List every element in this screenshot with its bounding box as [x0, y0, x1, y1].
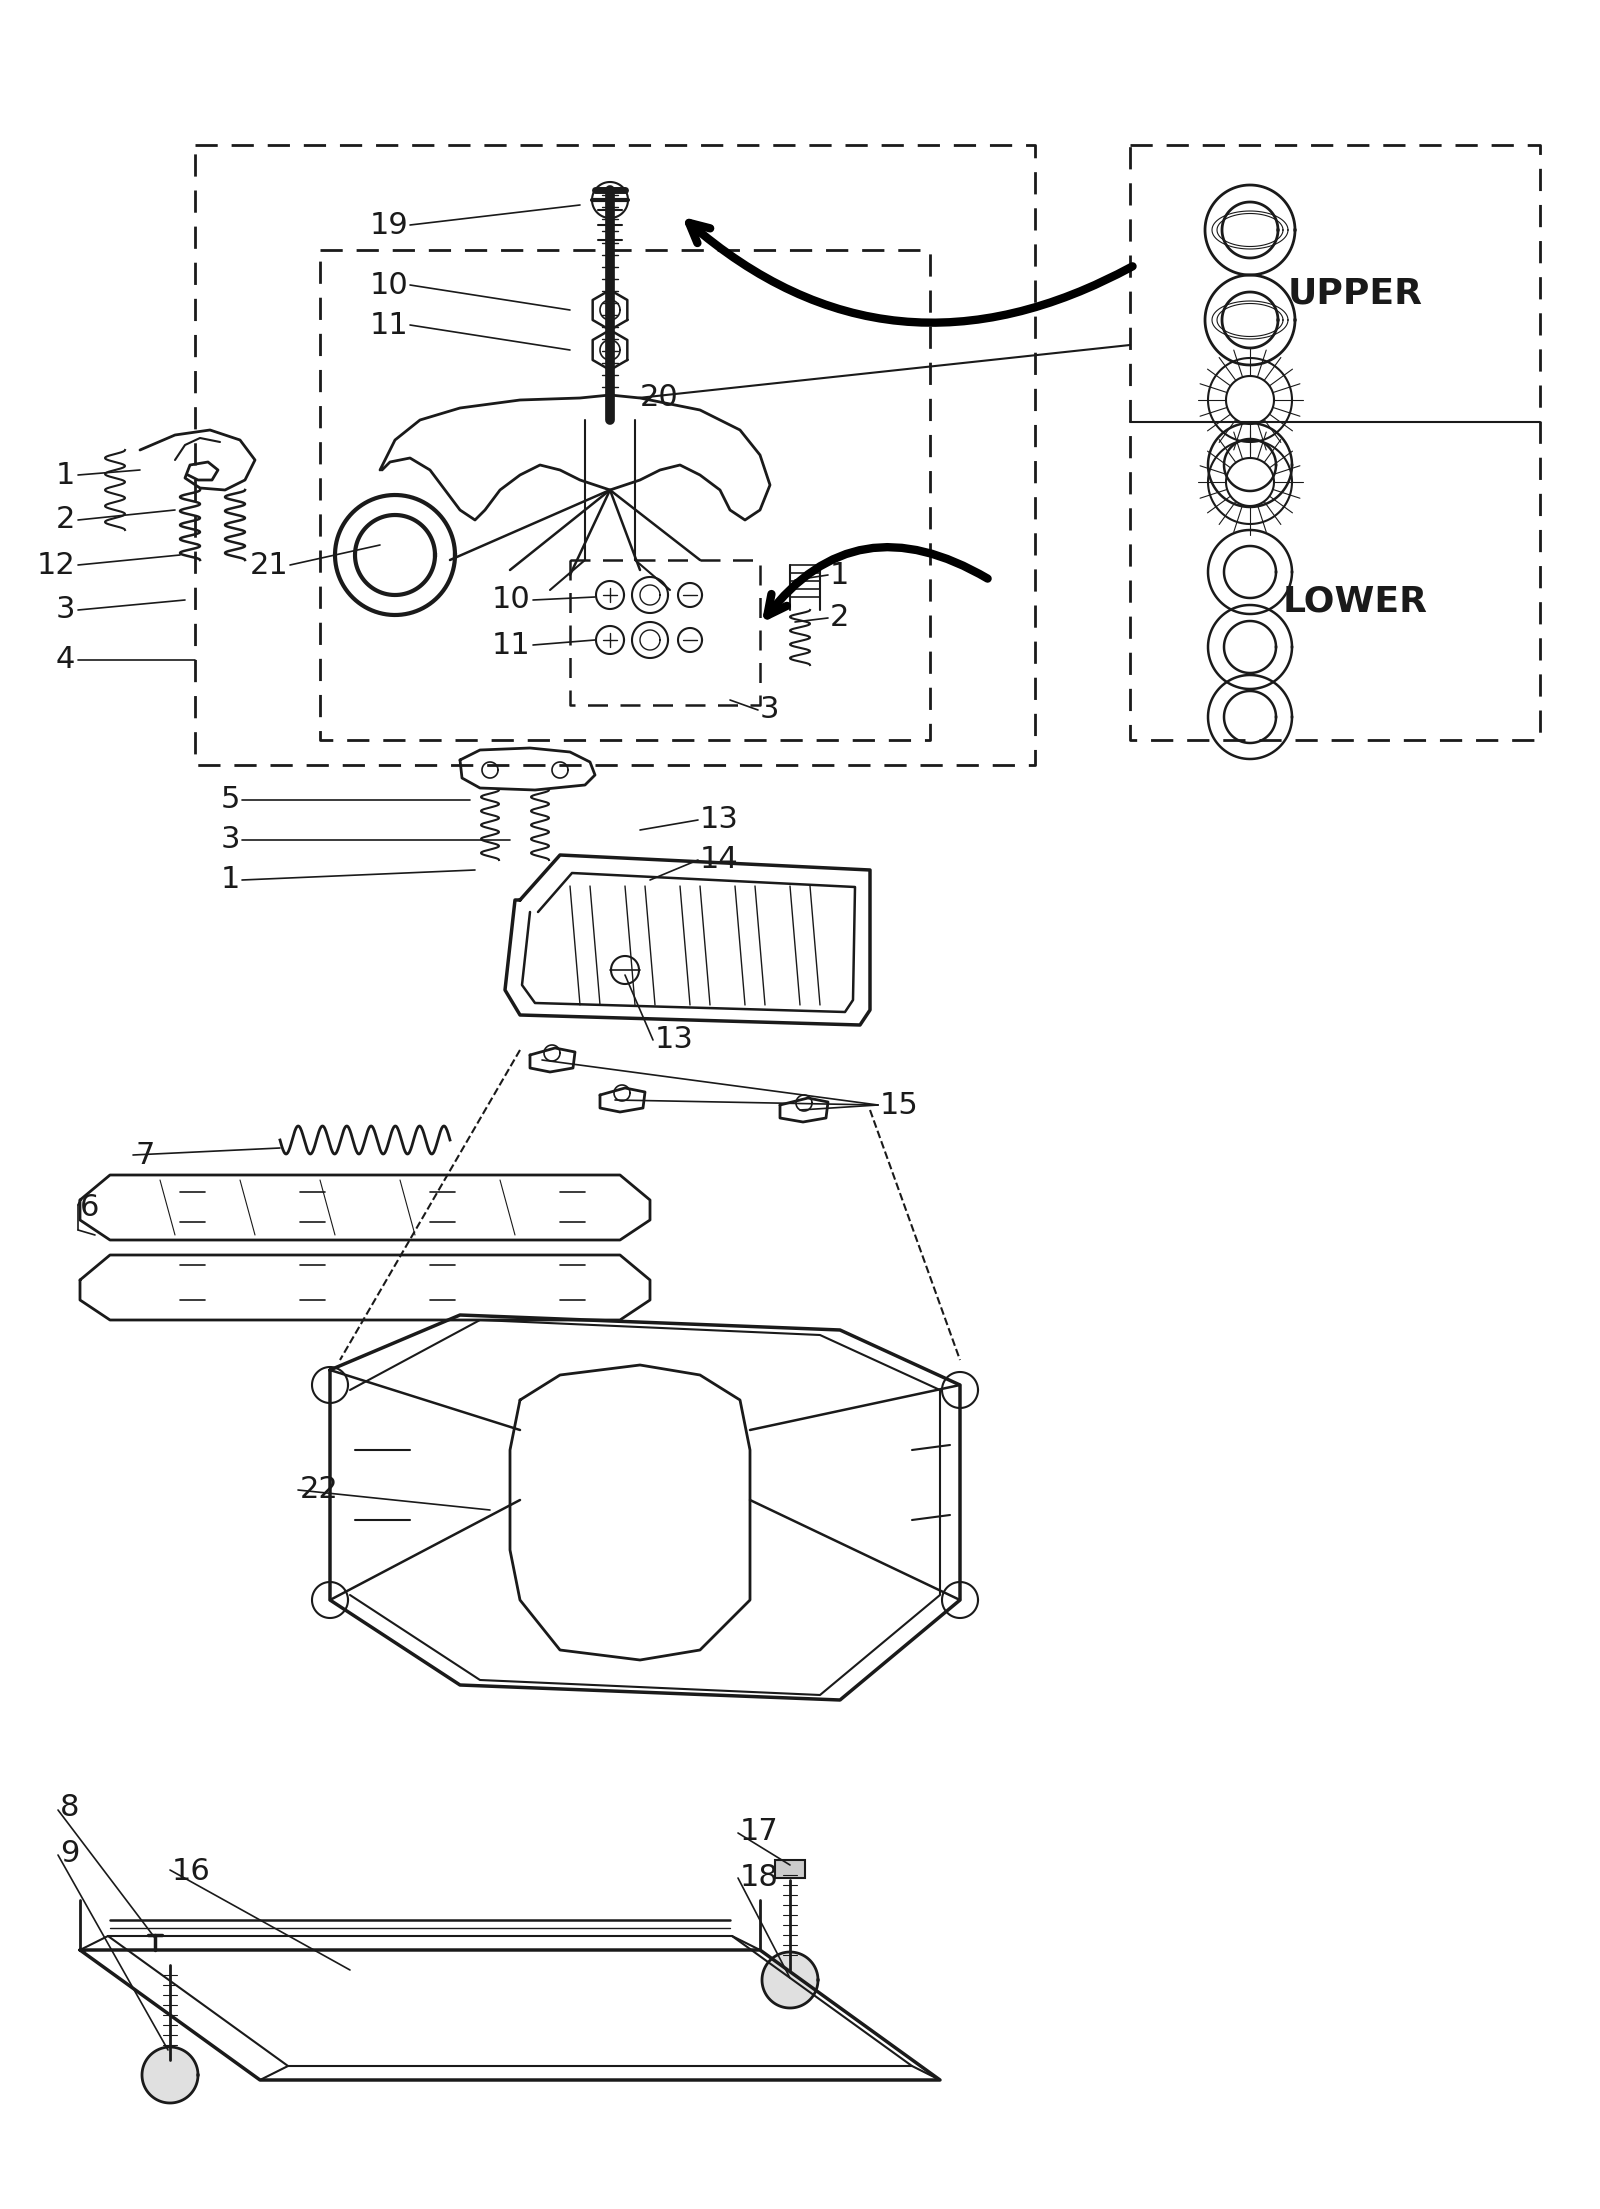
Polygon shape	[762, 1953, 818, 2008]
Text: 14: 14	[701, 846, 739, 875]
Text: 13: 13	[654, 1025, 694, 1054]
Text: 10: 10	[491, 585, 530, 614]
Text: 20: 20	[640, 384, 678, 413]
Text: 13: 13	[701, 806, 739, 835]
Text: 18: 18	[739, 1862, 779, 1891]
FancyArrowPatch shape	[690, 223, 1133, 323]
Text: 9: 9	[61, 1838, 80, 1867]
Text: 3: 3	[221, 826, 240, 855]
Text: 6: 6	[80, 1193, 99, 1222]
Text: 21: 21	[250, 550, 288, 579]
Text: 22: 22	[301, 1476, 339, 1504]
Text: 11: 11	[491, 630, 530, 660]
Text: 12: 12	[37, 550, 75, 579]
Bar	[774, 1860, 805, 1878]
Text: 1: 1	[830, 561, 850, 590]
Text: 19: 19	[370, 210, 408, 239]
Text: 2: 2	[830, 603, 850, 632]
Text: 15: 15	[880, 1091, 918, 1120]
Text: UPPER: UPPER	[1288, 276, 1422, 311]
Text: 4: 4	[56, 645, 75, 674]
FancyArrowPatch shape	[768, 548, 987, 616]
Text: 8: 8	[61, 1794, 80, 1822]
Text: 3: 3	[760, 696, 779, 725]
Text: 3: 3	[56, 596, 75, 625]
Text: 7: 7	[134, 1140, 154, 1169]
Text: 10: 10	[370, 269, 408, 300]
Text: 2: 2	[56, 506, 75, 535]
Text: LOWER: LOWER	[1283, 583, 1429, 619]
Polygon shape	[142, 2048, 198, 2103]
Text: 1: 1	[221, 866, 240, 895]
Text: 5: 5	[221, 786, 240, 815]
Text: 17: 17	[739, 1818, 779, 1847]
Text: 11: 11	[370, 311, 408, 340]
Text: 1: 1	[56, 459, 75, 490]
Text: 16: 16	[173, 1858, 211, 1886]
